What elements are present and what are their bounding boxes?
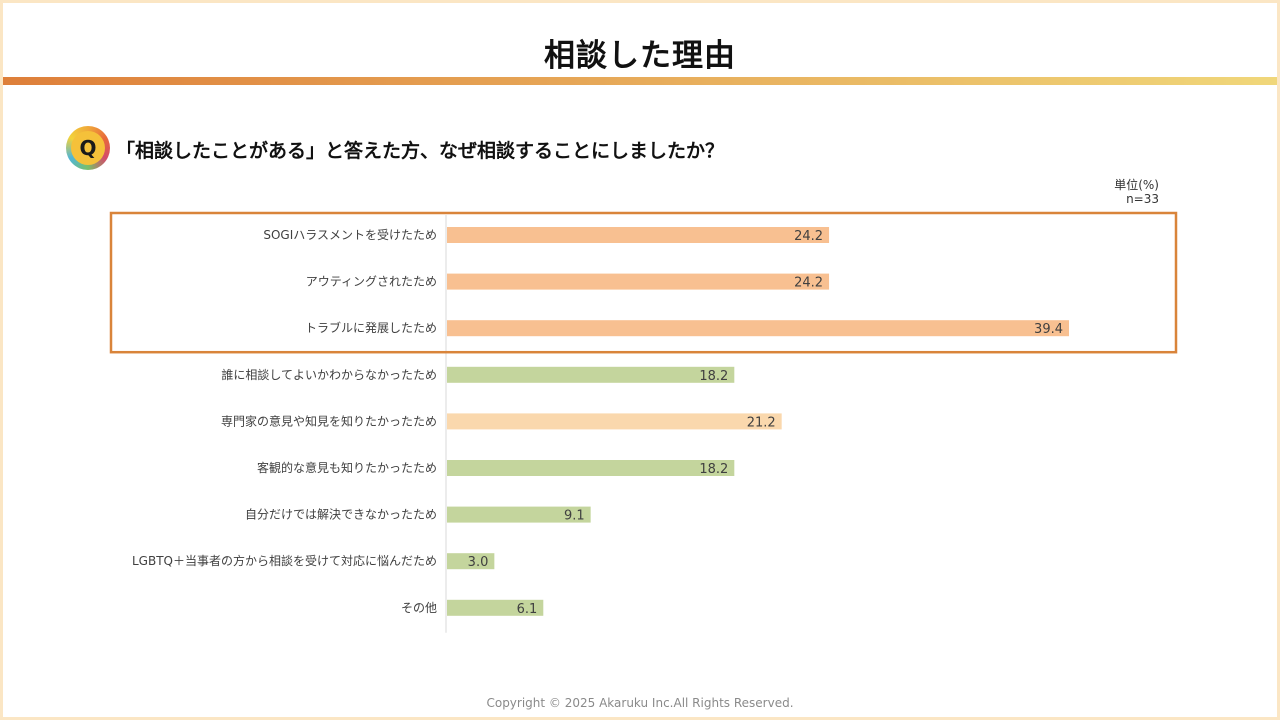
- category-label-1: SOGIハラスメントを受けたため: [263, 228, 437, 242]
- page-title: 相談した理由: [544, 38, 736, 74]
- value-label-3: 39.4: [1034, 322, 1063, 337]
- highlight-box: [109, 211, 1178, 354]
- value-label-7: 9.1: [564, 509, 585, 524]
- category-label-5: 専門家の意見や知見を知りたかったため: [221, 413, 437, 428]
- category-label-3: トラブルに発展したため: [305, 320, 437, 335]
- question-text: 「相談したことがある」と答えた方、なぜ相談することにしましたか？: [116, 140, 725, 162]
- category-label-2: アウティングされたため: [306, 275, 437, 289]
- value-label-2: 24.2: [794, 276, 823, 291]
- value-label-1: 24.2: [794, 229, 823, 244]
- value-label-5: 21.2: [747, 415, 776, 430]
- bar-8: [447, 553, 495, 570]
- category-label-9: その他: [401, 601, 437, 615]
- bar-4: [447, 366, 735, 383]
- title-underline-bar: [3, 77, 1277, 85]
- question-badge-icon: Q: [66, 126, 110, 170]
- category-label-6: 客観的な意見も知りたかったため: [257, 460, 437, 475]
- copyright-footer: Copyright © 2025 Akaruku Inc.All Rights …: [486, 696, 794, 710]
- question-badge-letter: Q: [71, 131, 105, 165]
- bar-1: [447, 227, 830, 243]
- value-label-8: 3.0: [468, 555, 489, 570]
- bar-6: [447, 460, 735, 476]
- category-label-4: 誰に相談してよいかわからなかったため: [221, 367, 437, 382]
- bar-5: [447, 413, 782, 430]
- sample-size-label: n=33: [1126, 192, 1159, 206]
- value-label-6: 18.2: [699, 462, 728, 477]
- bar-9: [447, 599, 544, 616]
- category-label-7: 自分だけでは解決できなかったため: [245, 508, 437, 522]
- category-label-8: LGBTQ＋当事者の方から相談を受けて対応に悩んだため: [132, 553, 437, 568]
- unit-note: 単位(%) n=33: [1114, 178, 1159, 206]
- bar-3: [447, 320, 1069, 337]
- bar-2: [447, 273, 830, 290]
- value-label-9: 6.1: [517, 602, 538, 617]
- unit-label: 単位(%): [1114, 178, 1159, 192]
- value-label-4: 18.2: [699, 369, 728, 384]
- bar-7: [447, 506, 591, 523]
